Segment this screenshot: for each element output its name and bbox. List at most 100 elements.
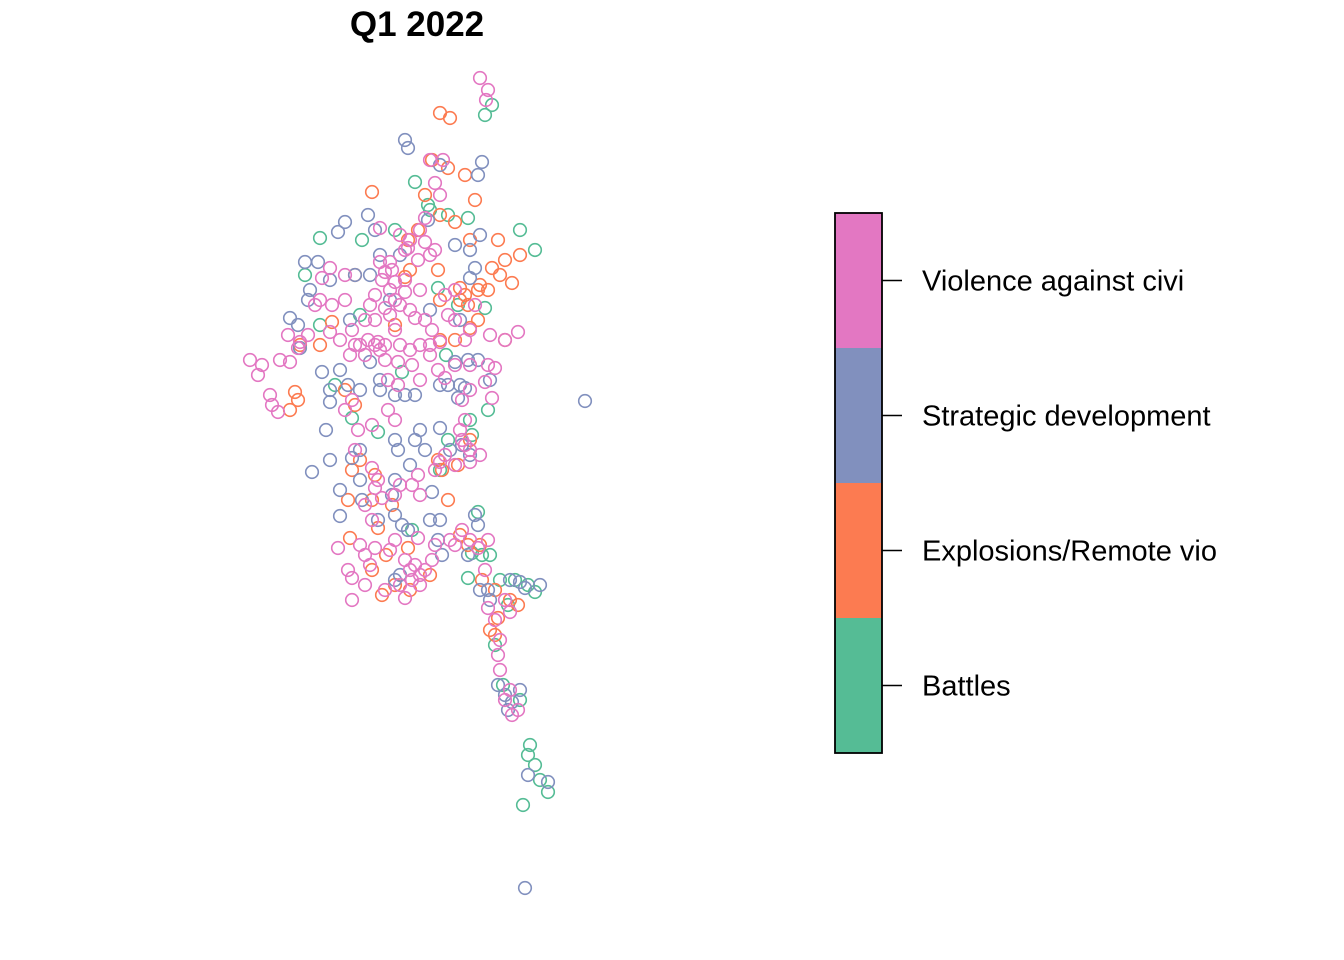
data-point	[482, 547, 498, 563]
data-point	[512, 682, 528, 698]
data-point	[427, 175, 443, 191]
data-point	[512, 247, 528, 263]
data-point	[477, 562, 493, 578]
data-point	[424, 552, 440, 568]
data-point	[412, 337, 428, 353]
data-point	[390, 377, 406, 393]
data-point	[422, 512, 438, 528]
data-point	[290, 392, 306, 408]
data-point	[447, 237, 463, 253]
data-point	[397, 242, 413, 258]
data-point	[374, 272, 390, 288]
data-point	[420, 212, 436, 228]
data-point	[367, 540, 383, 556]
data-point	[497, 252, 513, 268]
data-point	[492, 662, 508, 678]
data-point	[467, 192, 483, 208]
data-point	[404, 357, 420, 373]
data-point	[310, 254, 326, 270]
data-point	[527, 757, 543, 773]
data-point	[412, 222, 428, 238]
data-point	[344, 450, 360, 466]
data-point	[362, 354, 378, 370]
data-point	[400, 240, 416, 256]
legend-label: Explosions/Remote vio	[922, 536, 1217, 568]
data-point	[372, 342, 388, 358]
data-point	[417, 210, 433, 226]
series-strategic-development	[282, 132, 593, 896]
data-point	[322, 272, 338, 288]
data-point	[432, 207, 448, 223]
data-point	[432, 512, 448, 528]
data-point	[397, 132, 413, 148]
data-point	[407, 310, 423, 326]
data-point	[472, 582, 488, 598]
data-point	[387, 387, 403, 403]
data-point	[322, 260, 338, 276]
data-point	[470, 517, 486, 533]
data-point	[454, 392, 470, 408]
data-point	[422, 567, 438, 583]
data-point	[422, 247, 438, 263]
data-point	[477, 300, 493, 316]
data-point	[387, 222, 403, 238]
data-point	[460, 297, 476, 313]
points-layer	[242, 70, 593, 896]
data-point	[357, 497, 373, 513]
data-point	[460, 570, 476, 586]
data-point	[484, 390, 500, 406]
data-point	[512, 692, 528, 708]
data-point	[412, 577, 428, 593]
data-point	[540, 774, 556, 790]
data-point	[427, 537, 443, 553]
data-point	[460, 547, 476, 563]
data-point	[397, 272, 413, 288]
data-point	[417, 234, 433, 250]
data-point	[344, 592, 360, 608]
data-point	[332, 482, 348, 498]
data-point	[394, 364, 410, 380]
data-point	[397, 590, 413, 606]
data-point	[480, 402, 496, 418]
data-point	[400, 140, 416, 156]
data-point	[340, 492, 356, 508]
data-point	[250, 367, 266, 383]
data-point	[422, 337, 438, 353]
data-point	[400, 522, 416, 538]
data-point	[242, 352, 258, 368]
legend-label: Battles	[922, 671, 1011, 703]
data-point	[480, 582, 496, 598]
data-point	[437, 447, 453, 463]
data-point	[347, 442, 363, 458]
data-point	[440, 492, 456, 508]
data-point	[402, 302, 418, 318]
data-point	[487, 637, 503, 653]
data-point	[297, 254, 313, 270]
legend-label: Strategic development	[922, 401, 1211, 433]
data-point	[364, 184, 380, 200]
data-point	[442, 532, 458, 548]
data-point	[350, 422, 366, 438]
data-point	[490, 677, 506, 693]
data-point	[312, 337, 328, 353]
data-point	[392, 247, 408, 263]
data-point	[337, 214, 353, 230]
data-point	[442, 110, 458, 126]
data-point	[387, 507, 403, 523]
data-point	[362, 297, 378, 313]
data-point	[364, 417, 380, 433]
data-point	[512, 222, 528, 238]
data-point	[367, 337, 383, 353]
data-point	[497, 692, 513, 708]
legend-swatch	[835, 483, 882, 618]
legend-swatch	[835, 213, 882, 348]
data-point	[387, 292, 403, 308]
data-point	[432, 420, 448, 436]
data-point	[282, 354, 298, 370]
data-point	[447, 332, 463, 348]
data-point	[510, 597, 526, 613]
data-point	[324, 297, 340, 313]
data-point	[462, 382, 478, 398]
data-point	[424, 484, 440, 500]
data-point	[502, 604, 518, 620]
